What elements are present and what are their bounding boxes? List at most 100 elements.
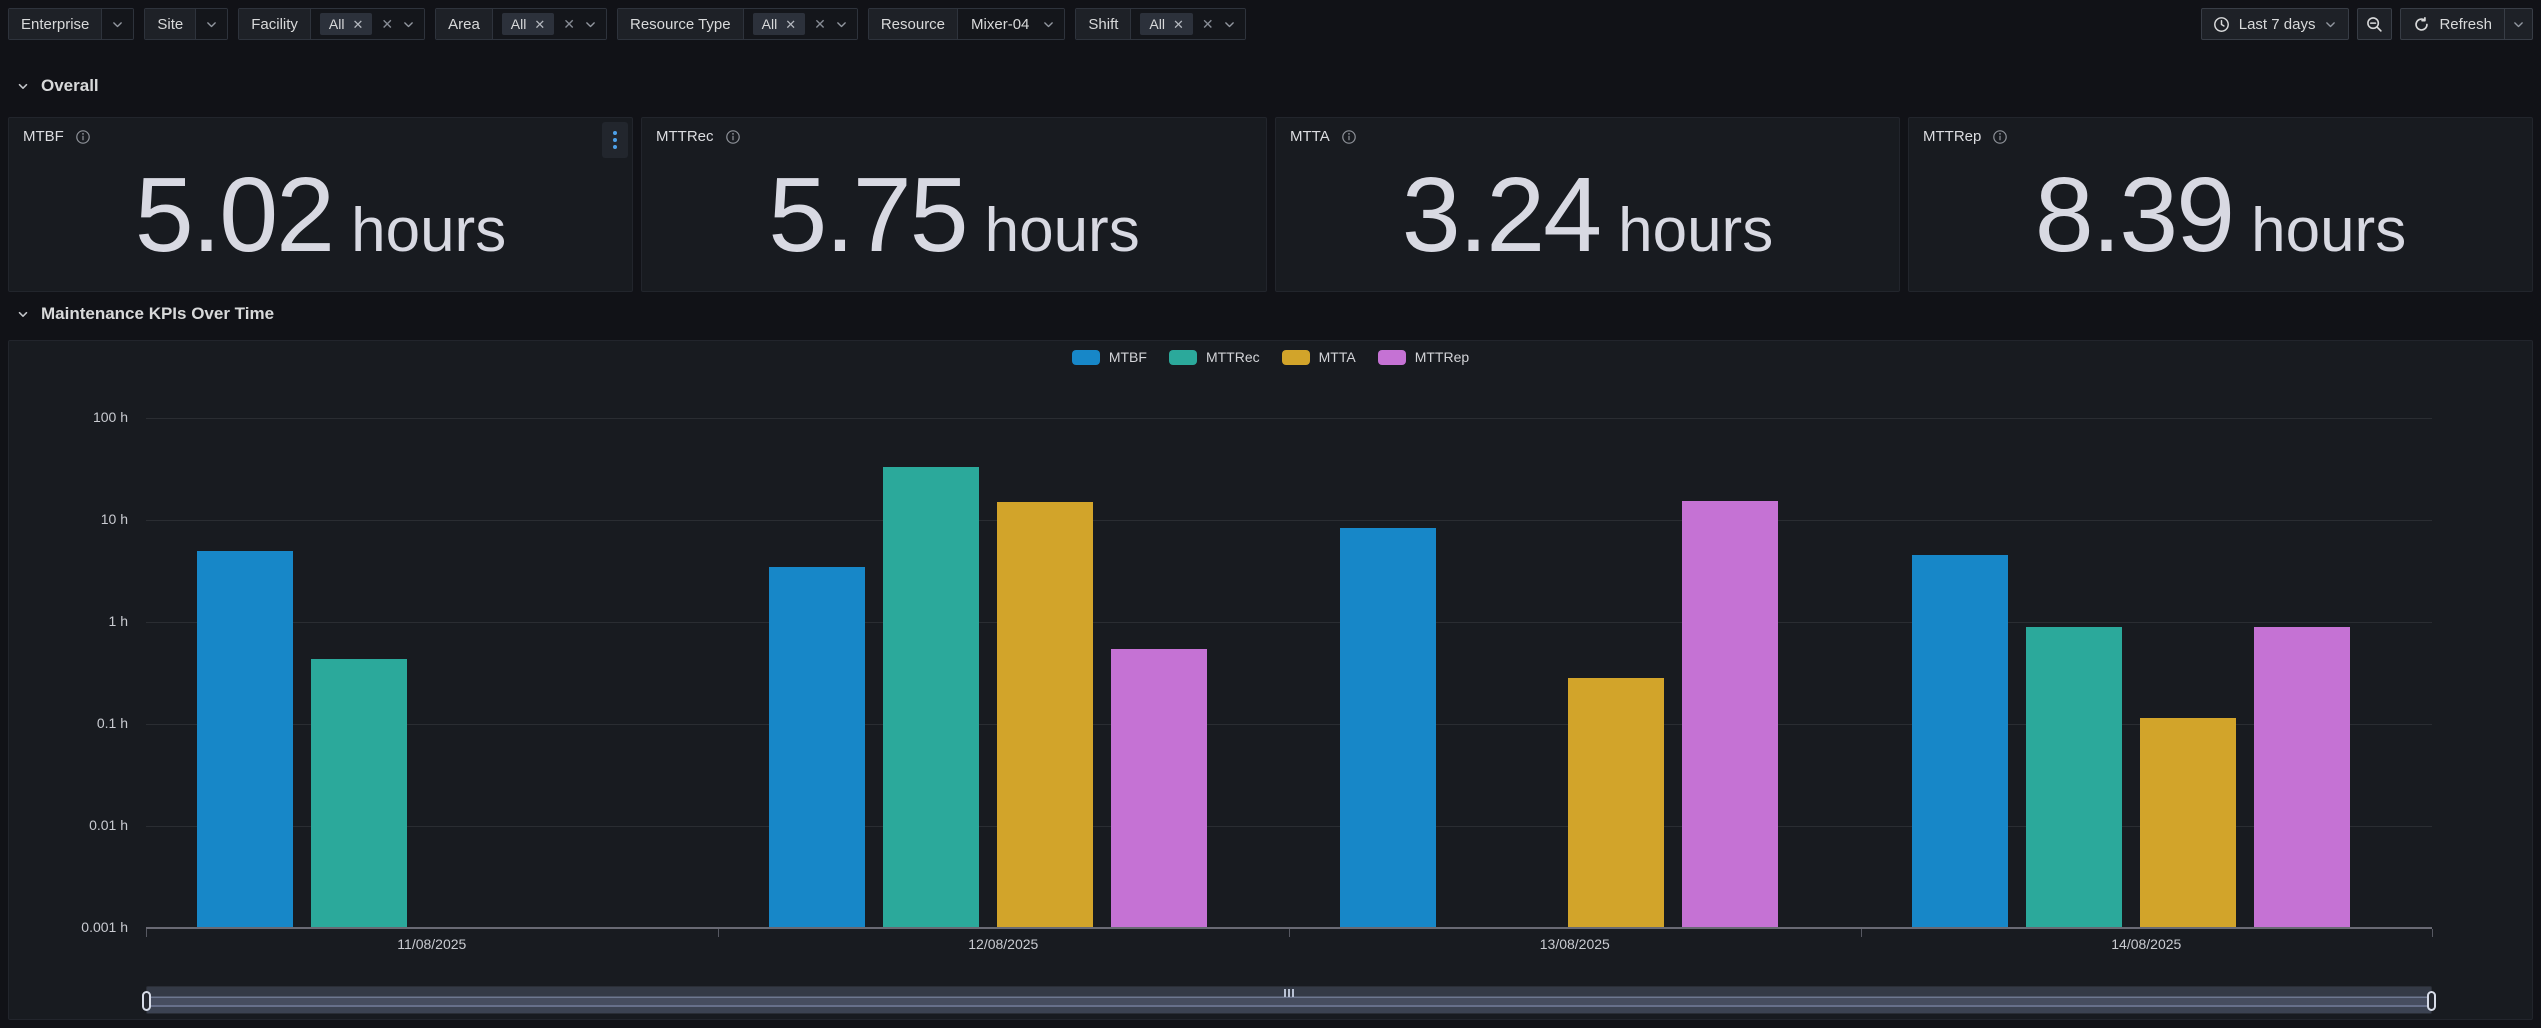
info-icon[interactable] [1992,129,2008,145]
x-axis-label: 11/08/2025 [397,936,467,952]
bar-MTTRep[interactable] [1110,648,1207,927]
scrollbar-right-handle[interactable] [2427,991,2436,1011]
chip-label: All [1149,16,1165,32]
filter-bar: Enterprise Site Facility All ✕ ✕ A [8,8,2533,40]
stat-panel-mtta: MTTA 3.24 hours [1275,117,1900,292]
x-axis-label: 13/08/2025 [1539,936,1610,952]
filter-facility-select[interactable]: All ✕ ✕ [310,9,425,39]
toolbar-right: Last 7 days Refresh [2200,8,2533,40]
refresh-label: Refresh [2439,15,2492,33]
bar-MTBF[interactable] [197,550,293,927]
legend-swatch [1168,349,1197,365]
chevron-down-icon[interactable] [1042,18,1055,31]
section-overall[interactable]: Overall [16,76,99,96]
bar-MTTRec[interactable] [311,659,407,927]
x-axis-label: 12/08/2025 [968,936,1039,952]
y-axis-label: 10 h [100,511,128,527]
filter-facility-label: Facility [239,9,311,39]
x-axis-tick [1289,929,1290,937]
bar-MTTRec[interactable] [2025,626,2122,927]
chip-remove-icon[interactable]: ✕ [785,16,797,32]
time-range-picker[interactable]: Last 7 days [2200,8,2350,40]
clear-filter-icon[interactable]: ✕ [1201,16,1214,32]
bar-MTTRec[interactable] [882,467,979,927]
stat-value: 5.02 [134,156,335,274]
section-kpis-over-time[interactable]: Maintenance KPIs Over Time [16,304,274,324]
info-icon[interactable] [725,129,741,145]
x-axis-tick [2432,929,2433,937]
y-axis-label: 0.001 h [81,919,128,935]
refresh-interval-dropdown[interactable] [2504,9,2532,39]
chart-gridline [146,622,2432,623]
panel-menu-icon[interactable] [602,122,628,158]
clear-filter-icon[interactable]: ✕ [563,16,575,32]
filter-resource-type-select[interactable]: All ✕ ✕ [743,9,857,39]
stat-value: 5.75 [768,156,968,274]
stat-panel-title: MTTRec [656,128,714,145]
stat-value: 8.39 [2034,156,2235,274]
chevron-down-icon[interactable] [835,18,848,31]
stat-unit: hours [351,196,507,265]
filter-enterprise: Enterprise [8,8,135,40]
zoom-out-time-button[interactable] [2357,8,2393,40]
chart-scrollbar[interactable] [142,986,2436,1014]
legend-item-mtbf[interactable]: MTBF [1071,349,1147,365]
bar-MTBF[interactable] [1911,555,2008,927]
x-axis-tick [146,929,147,937]
filter-area-chip[interactable]: All ✕ [501,13,555,35]
legend-item-mttrep[interactable]: MTTRep [1377,349,1470,365]
chevron-down-icon[interactable] [584,18,597,31]
bar-MTTA[interactable] [1568,678,1664,927]
legend-item-mttrec[interactable]: MTTRec [1168,349,1260,365]
chevron-down-icon[interactable] [1223,18,1236,31]
clear-filter-icon[interactable]: ✕ [381,16,394,32]
y-axis-label: 1 h [108,613,128,629]
bar-MTTRep[interactable] [2253,626,2350,927]
stat-panel-mttrep: MTTRep 8.39 hours [1908,117,2533,292]
chart-legend: MTBF MTTRec MTTA MTTRep [0,349,2541,365]
legend-item-mtta[interactable]: MTTA [1281,349,1356,365]
bar-MTTA[interactable] [2139,717,2236,927]
filter-resource-type-chip[interactable]: All ✕ [752,13,806,35]
legend-label: MTTA [1318,349,1356,365]
filter-resource-type-label: Resource Type [618,9,744,39]
chevron-down-icon[interactable] [402,18,415,31]
filter-shift-select[interactable]: All ✕ ✕ [1131,9,1245,39]
scrollbar-grip-icon[interactable] [1284,989,1294,997]
clear-filter-icon[interactable]: ✕ [814,16,826,32]
info-icon[interactable] [1341,129,1357,145]
filter-resource-select[interactable]: Mixer-04 [958,9,1065,39]
chip-remove-icon[interactable]: ✕ [534,16,546,32]
legend-label: MTTRec [1205,349,1260,365]
filter-site-label: Site [145,9,197,39]
filter-site: Site [144,8,229,40]
filter-shift-chip[interactable]: All ✕ [1140,13,1193,35]
filter-facility-chip[interactable]: All ✕ [319,13,373,35]
legend-swatch [1071,349,1100,365]
bar-MTBF[interactable] [1340,528,1436,927]
stat-panel-title: MTTRep [1923,128,1982,145]
chevron-down-icon[interactable] [205,18,218,31]
bar-MTBF[interactable] [768,566,865,927]
filter-enterprise-select[interactable] [102,9,134,39]
chip-label: All [328,16,345,32]
refresh-button[interactable]: Refresh [2401,9,2504,39]
chip-remove-icon[interactable]: ✕ [1172,16,1184,32]
stat-value: 3.24 [1401,156,1602,274]
chip-remove-icon[interactable]: ✕ [352,16,364,32]
chevron-down-icon[interactable] [111,18,124,31]
bar-MTTRep[interactable] [1682,500,1778,927]
x-axis-tick [717,929,719,937]
legend-label: MTTRep [1414,349,1470,365]
filter-site-select[interactable] [196,9,228,39]
section-overall-title: Overall [41,76,99,95]
info-icon[interactable] [75,129,91,145]
bar-MTTA[interactable] [996,502,1093,927]
scrollbar-left-handle[interactable] [142,991,151,1011]
section-kpis-title: Maintenance KPIs Over Time [41,304,275,323]
filter-facility: Facility All ✕ ✕ [238,8,426,40]
filter-area-select[interactable]: All ✕ ✕ [492,9,606,39]
chevron-down-icon [16,307,30,321]
